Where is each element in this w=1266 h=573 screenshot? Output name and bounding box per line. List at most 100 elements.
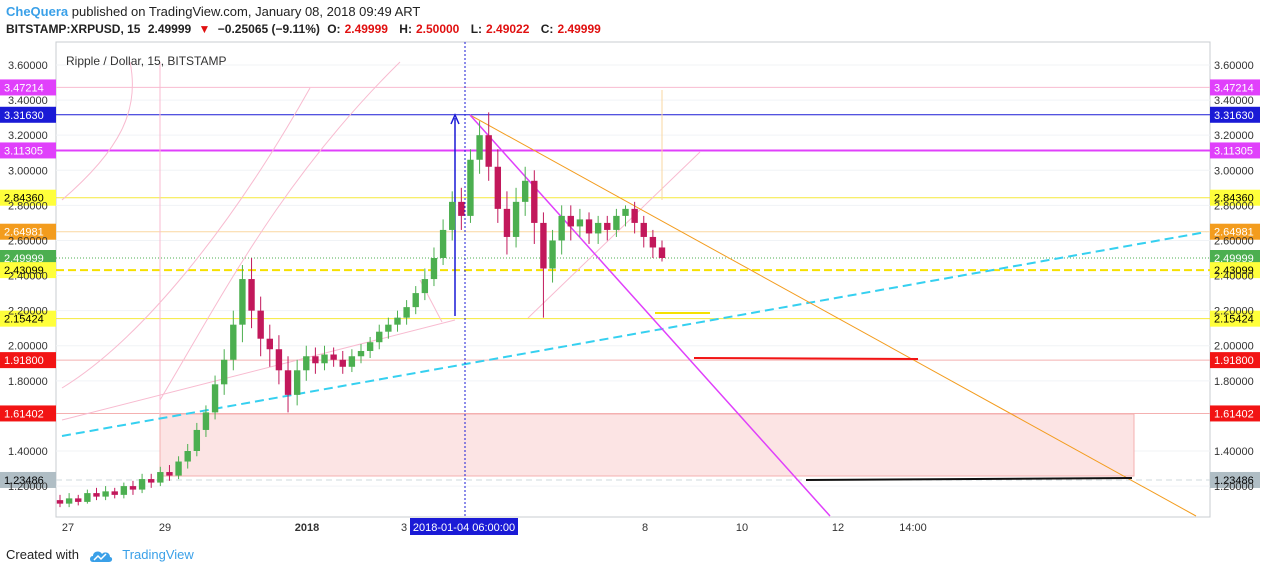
candle-body (56, 500, 64, 504)
candle-body (339, 359, 346, 367)
candle-body (138, 479, 146, 490)
price-tag: 2.64981 (1214, 227, 1254, 239)
pink-rising-trendline-2 (527, 151, 701, 319)
y-tick-right: 2.40000 (1214, 271, 1254, 283)
candle-body (303, 356, 310, 371)
candle-body (157, 472, 164, 483)
low-label: L: (470, 22, 483, 36)
price-tag: 1.61402 (1214, 408, 1254, 420)
price-tag-bg (1210, 250, 1260, 267)
y-tick-left: 2.00000 (8, 341, 48, 353)
candle-body (102, 491, 109, 497)
pink-rising-trendline (61, 319, 456, 421)
price-tag-bg (0, 79, 56, 96)
candle-body (266, 338, 273, 350)
candle-body (476, 135, 483, 160)
price-tag-bg (0, 250, 56, 267)
price-tag-bg (1210, 310, 1260, 327)
candle-body (594, 222, 602, 234)
candle-body (604, 222, 611, 230)
price-tag-bg (0, 405, 56, 422)
price-tag-bg (0, 352, 56, 369)
publish-line: CheQuera published on TradingView.com, J… (6, 4, 420, 19)
cyan-dashed-trendline (61, 231, 1207, 437)
candle-body (220, 359, 228, 385)
y-tick-right: 1.20000 (1214, 481, 1254, 493)
price-tag-bg (1210, 142, 1260, 159)
y-tick-left: 2.80000 (8, 200, 48, 212)
price-tag-bg (1210, 471, 1260, 488)
candle-body (467, 159, 474, 216)
open-value: 2.49999 (344, 22, 388, 36)
candle-body (567, 215, 574, 227)
candle-body (357, 350, 365, 357)
price-tag-bg (1210, 352, 1260, 369)
chart-title: Ripple / Dollar, 15, BITSTAMP (66, 54, 227, 68)
pink-curve-mid (159, 61, 401, 401)
y-tick-right: 1.40000 (1214, 446, 1254, 458)
y-tick-left: 3.00000 (8, 165, 48, 177)
candle-body (330, 354, 337, 360)
candle-body (111, 491, 118, 495)
candle-body (658, 247, 666, 258)
candle-body (312, 356, 319, 364)
footer: Created with TradingView (6, 547, 194, 563)
tradingview-link[interactable]: TradingView (122, 547, 194, 562)
x-tick: 27 (62, 522, 74, 534)
high-value: 2.50000 (415, 22, 460, 36)
y-tick-left: 3.40000 (8, 95, 48, 107)
created-with-text: Created with (6, 547, 79, 562)
close-label: C: (540, 22, 554, 36)
x-tick: 8 (642, 522, 648, 534)
candle-body (193, 429, 201, 451)
y-tick-left: 3.60000 (8, 60, 48, 72)
candle-body (649, 236, 657, 248)
y-tick-right: 2.20000 (1214, 306, 1254, 318)
candle-body (394, 317, 401, 325)
candle-body (613, 215, 620, 230)
price-tag-bg (1210, 223, 1260, 240)
candle-body (93, 493, 100, 497)
price-tag-bg (1210, 189, 1260, 206)
candle-body (439, 229, 447, 258)
price-tag-bg (1210, 262, 1260, 279)
y-tick-left: 2.60000 (8, 235, 48, 247)
price-tag: 3.47214 (1214, 82, 1254, 94)
candle-body (293, 370, 301, 395)
x-tick: 2018 (295, 522, 319, 534)
candle-body (148, 479, 155, 483)
candle-body (412, 293, 419, 308)
price-tag-bg (1210, 106, 1260, 123)
y-tick-right: 2.80000 (1214, 200, 1254, 212)
price-tag: 3.11305 (4, 145, 43, 157)
candle-body (366, 342, 374, 351)
candle-body (549, 240, 556, 269)
price-tag-bg (0, 310, 56, 327)
price-tag: 1.23486 (1214, 475, 1254, 487)
crosshair-date-bg (410, 518, 518, 535)
price-tag: 1.91800 (1214, 355, 1254, 367)
price-tag: 2.43099 (1214, 265, 1254, 277)
candle-body (348, 356, 356, 367)
candle-body (175, 461, 182, 476)
open-label: O: (327, 22, 341, 36)
candle-body (521, 180, 529, 202)
x-tick: 10 (736, 522, 748, 534)
blue-arrow-head-icon (450, 113, 460, 125)
candle-body (84, 493, 91, 502)
tradingview-cloud-icon[interactable] (89, 549, 113, 563)
author-name[interactable]: CheQuera (6, 4, 69, 19)
magenta-descending-trendline (469, 114, 831, 517)
candle-body (485, 135, 492, 167)
symbol: BITSTAMP:XRPUSD, 15 (6, 22, 141, 36)
candle-body (622, 208, 629, 216)
price-tag: 2.15424 (1214, 314, 1254, 326)
candle-body (421, 279, 429, 294)
symbol-line: BITSTAMP:XRPUSD, 15 2.49999 ▼ −0.25065 (… (6, 22, 609, 36)
orange-descending-trendline (469, 114, 1197, 517)
price-tag-bg (0, 471, 56, 488)
y-tick-right: 3.40000 (1214, 95, 1254, 107)
y-tick-left: 1.80000 (8, 376, 48, 388)
y-tick-right: 3.00000 (1214, 165, 1254, 177)
